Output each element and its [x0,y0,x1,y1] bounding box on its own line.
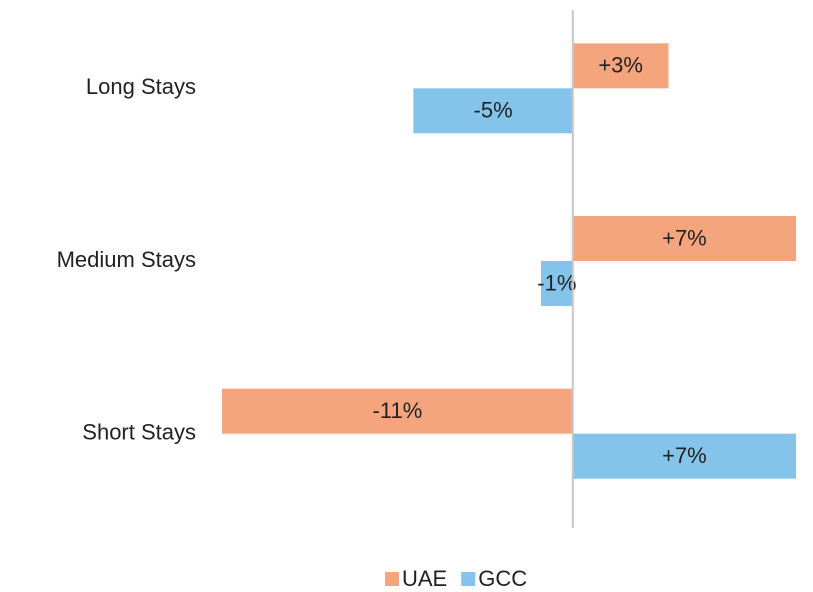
legend-label: GCC [478,566,527,591]
data-label: +7% [662,225,707,250]
data-label: -1% [537,270,576,295]
bar [540,261,573,306]
bar [572,433,797,479]
bar [222,388,573,434]
y-tick-label: Long Stays [86,74,196,99]
bar [572,43,669,89]
bar [572,216,797,261]
data-label: -5% [474,98,513,123]
legend-label: UAE [402,566,447,591]
data-label: +3% [598,53,643,78]
data-label: -11% [373,398,423,423]
legend-swatch [385,572,399,586]
y-tick-label: Short Stays [82,419,196,444]
data-label: +7% [662,443,707,468]
y-tick-label: Medium Stays [57,247,196,272]
bar [413,88,573,134]
legend-swatch [461,572,476,586]
